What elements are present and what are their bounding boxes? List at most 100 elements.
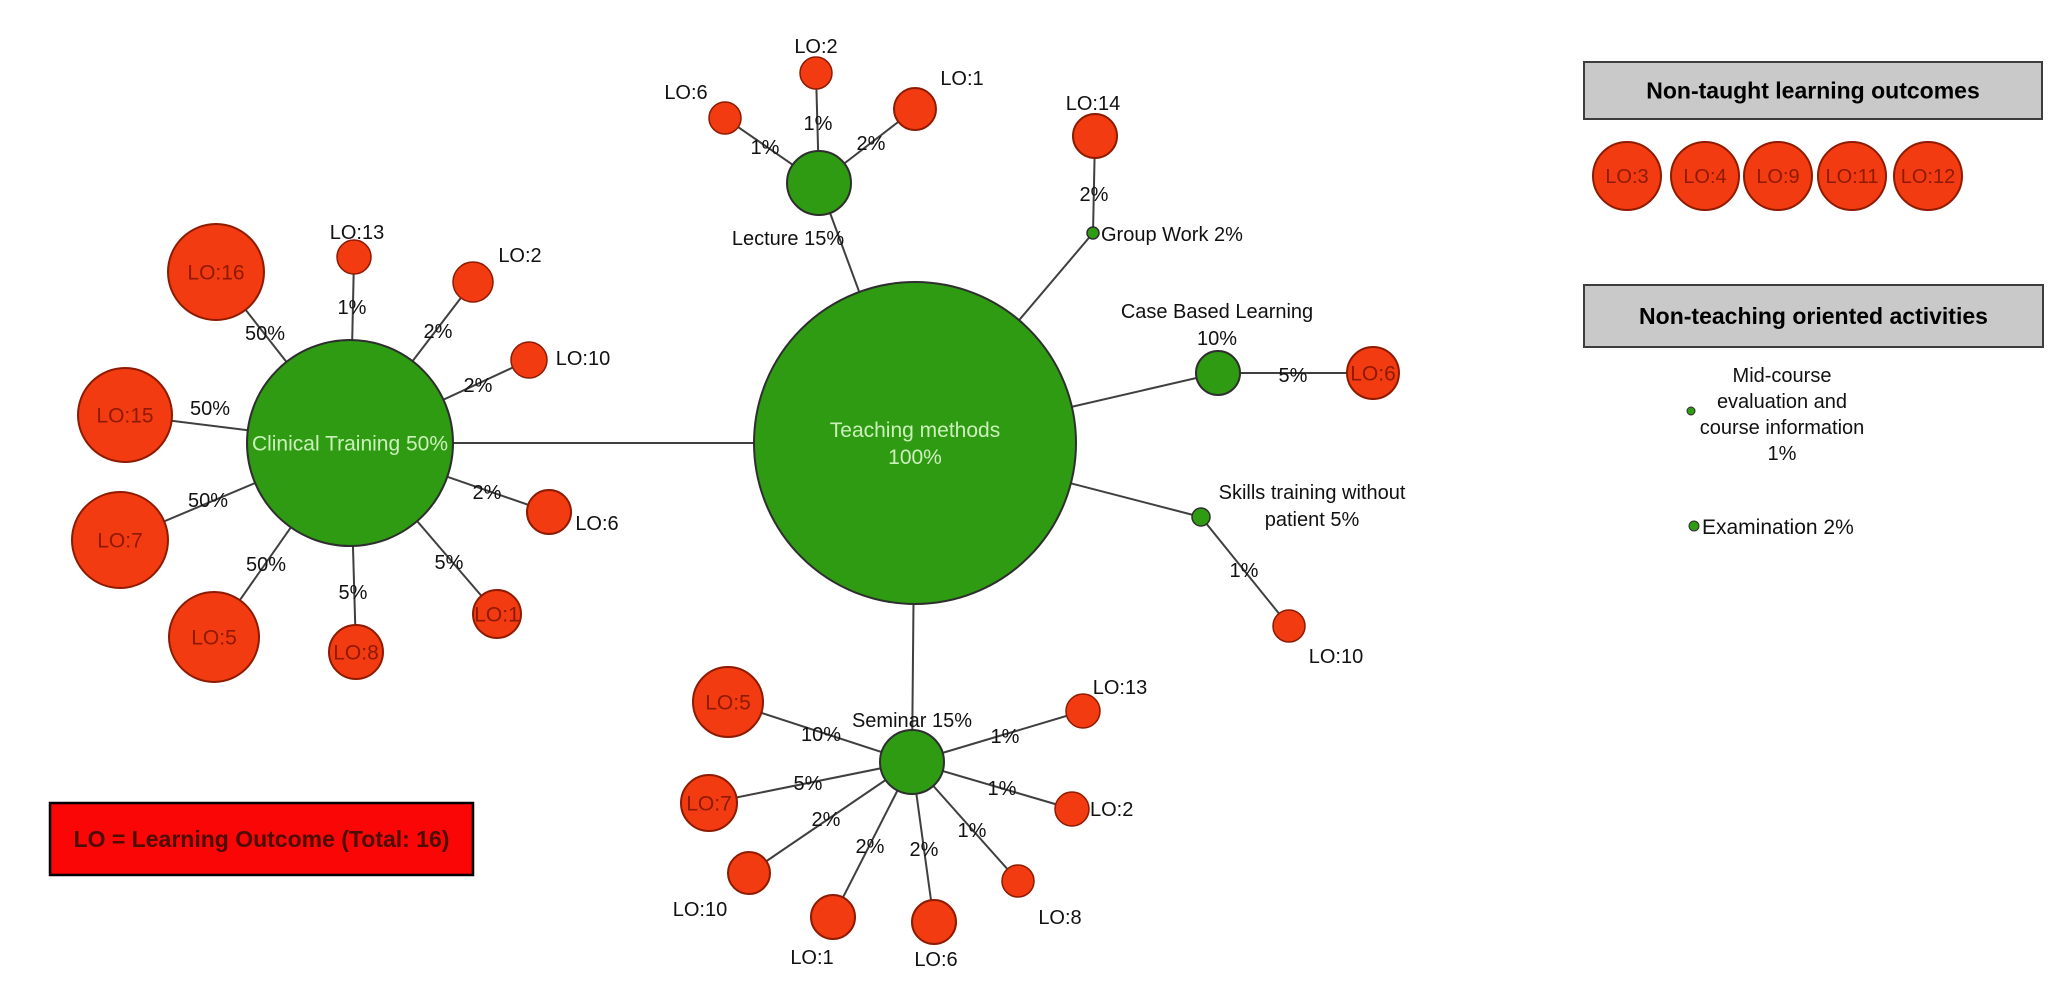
non-teaching-header-title: Non-teaching oriented activities: [1639, 303, 1988, 329]
lec-lo2-label: LO:2: [794, 36, 837, 58]
outcome-node-ct5: [168, 591, 260, 683]
seminar-label: Seminar 15%: [852, 710, 972, 732]
node-text-clinical: Clinical Training 50%: [252, 432, 448, 455]
cbl-label-1: Case Based Learning: [1121, 301, 1313, 323]
lec-lo1-label: LO:1: [940, 68, 983, 90]
sem-lo6-pct: 2%: [910, 839, 939, 861]
sem-lo8-pct: 1%: [958, 820, 987, 842]
edge-skills-sk10: [1200, 516, 1290, 627]
non-taught-circle-4: [1893, 141, 1963, 211]
non-taught-circle-0: [1592, 141, 1662, 211]
outcome-node-ct6: [526, 489, 572, 535]
sem-lo13-pct: 1%: [991, 726, 1020, 748]
outcome-node-sem6: [911, 899, 957, 945]
sem-lo5-pct: 10%: [801, 724, 841, 746]
node-text-line: Clinical Training 50%: [252, 432, 448, 455]
outcome-node-ct8: [328, 624, 384, 680]
node-text-line: LO:15: [96, 404, 153, 427]
node-text-sem7: LO:7: [686, 792, 732, 815]
method-node-groupwork: [1086, 226, 1100, 240]
outcome-node-ct16: [167, 223, 265, 321]
node-text-cbl6: LO:6: [1350, 362, 1396, 385]
non-teaching-header-box: [1583, 284, 2044, 348]
outcome-node-sem8: [1001, 864, 1035, 898]
ct-lo7-pct: 50%: [188, 490, 228, 512]
lecture-label: Lecture 15%: [732, 228, 845, 250]
outcome-node-ct1: [472, 589, 522, 639]
sem-lo2-label: LO:2: [1090, 799, 1133, 821]
ct-lo15-pct: 50%: [190, 398, 230, 420]
non-taught-header-title: Non-taught learning outcomes: [1646, 78, 1980, 104]
outcome-node-ct7: [71, 491, 169, 589]
legend-box: [48, 801, 475, 877]
node-text-line: LO:5: [705, 691, 751, 714]
node-text-ct1: LO:1: [474, 603, 520, 626]
legend-layer: LO = Learning Outcome (Total: 16): [48, 801, 475, 877]
outcome-node-sem5: [692, 666, 764, 738]
ct-lo1-pct: 5%: [435, 552, 464, 574]
sem-lo1-label: LO:1: [790, 947, 833, 969]
node-text-line: Teaching methods: [830, 419, 1000, 442]
node-text-ct16: LO:16: [187, 261, 244, 284]
ct-lo5-pct: 50%: [246, 554, 286, 576]
node-text-line: 100%: [888, 446, 942, 469]
non-taught-circle-2: [1743, 141, 1813, 211]
node-text-line: LO:7: [97, 529, 143, 552]
lec-lo2-pct: 1%: [804, 113, 833, 135]
gw-lo14-pct: 2%: [1080, 184, 1109, 206]
groupwork-label: Group Work 2%: [1101, 224, 1243, 246]
ct-lo13-label: LO:13: [330, 222, 384, 244]
cbl-label-2: 10%: [1197, 328, 1237, 350]
sem-lo13-label: LO:13: [1093, 677, 1147, 699]
midcourse-text-line-3: 1%: [1768, 443, 1797, 465]
lec-lo6-pct: 1%: [751, 137, 780, 159]
node-text-line: LO:6: [1350, 362, 1396, 385]
sem-lo6-label: LO:6: [914, 949, 957, 971]
node-text-line: LO:16: [187, 261, 244, 284]
labels-layer: LO:13 LO:2 LO:10 LO:6 50% 1% 2% 2% 50% 2% 50% 50% 5%…: [188, 36, 1406, 971]
ct-lo6-pct: 2%: [473, 482, 502, 504]
outcome-node-sem13: [1065, 693, 1101, 729]
ct-lo2-pct: 2%: [424, 321, 453, 343]
non-taught-circle-label-0: LO:3: [1605, 166, 1648, 188]
midcourse-text-line-2: course information: [1700, 417, 1865, 439]
nodes-layer: Teaching methods 100% Clinical Training 50…: [71, 56, 1400, 945]
panels-layer: Non-taught learning outcomes LO:3 LO:4 LO:9…: [1583, 61, 2044, 539]
skills-label-2: patient 5%: [1265, 509, 1360, 531]
non-taught-circle-1: [1670, 141, 1740, 211]
non-taught-circle-label-3: LO:11: [1826, 166, 1879, 188]
node-text-ct5: LO:5: [191, 626, 237, 649]
lec-lo6-label: LO:6: [664, 82, 707, 104]
node-text-line: LO:5: [191, 626, 237, 649]
sem-lo2-pct: 1%: [988, 778, 1017, 800]
ct-lo16-pct: 50%: [245, 323, 285, 345]
outcome-node-sem7: [680, 774, 738, 832]
ct-lo8-pct: 5%: [339, 582, 368, 604]
non-taught-circle-label-2: LO:9: [1756, 166, 1799, 188]
sk-lo10-label: LO:10: [1309, 646, 1363, 668]
edge-seminar-sem7: [708, 761, 913, 804]
method-node-clinical: [246, 339, 454, 547]
node-text-line: LO:7: [686, 792, 732, 815]
ct-lo6-label: LO:6: [575, 513, 618, 535]
outcome-node-cbl6: [1346, 346, 1400, 400]
sem-lo10-pct: 2%: [812, 809, 841, 831]
outcome-node-sk10: [1272, 609, 1306, 643]
outcome-node-sem1: [810, 894, 856, 940]
outcome-node-lec6: [708, 101, 742, 135]
non-taught-circle-3: [1817, 141, 1887, 211]
ct-lo10-label: LO:10: [556, 348, 610, 370]
legend-text: LO = Learning Outcome (Total: 16): [74, 826, 450, 852]
method-node-skills: [1191, 507, 1211, 527]
sk-lo10-pct: 1%: [1230, 560, 1259, 582]
node-text-ct7: LO:7: [97, 529, 143, 552]
outcome-node-gw14: [1072, 113, 1118, 159]
sem-lo8-label: LO:8: [1038, 907, 1081, 929]
node-text-ct8: LO:8: [333, 641, 379, 664]
node-text-line: LO:8: [333, 641, 379, 664]
examination-text: Examination 2%: [1702, 516, 1854, 539]
method-node-cbl: [1195, 350, 1241, 396]
midcourse-dot: [1686, 406, 1696, 416]
